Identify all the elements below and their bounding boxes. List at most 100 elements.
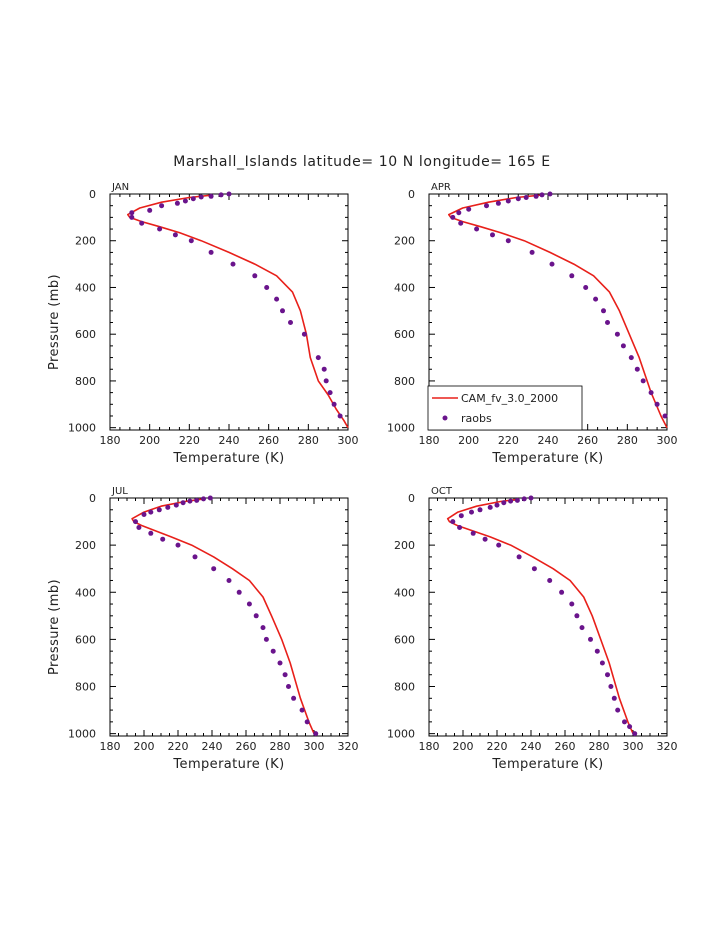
data-point-raobs xyxy=(654,401,660,407)
data-point-raobs xyxy=(246,601,252,607)
data-point-raobs xyxy=(450,519,456,525)
y-tick-label: 800 xyxy=(75,681,96,694)
plot-frame xyxy=(109,193,349,431)
data-point-raobs xyxy=(574,613,580,619)
data-point-raobs xyxy=(323,378,329,384)
data-point-raobs xyxy=(321,366,327,372)
figure-title: Marshall_Islands latitude= 10 N longitud… xyxy=(173,154,550,170)
data-point-raobs xyxy=(474,226,480,232)
y-tick-label: 1000 xyxy=(68,728,96,741)
y-tick-label: 400 xyxy=(394,281,415,294)
x-tick-label: 280 xyxy=(589,740,610,753)
data-point-raobs xyxy=(208,249,214,255)
data-point-raobs xyxy=(148,509,154,515)
data-point-raobs xyxy=(450,214,456,220)
data-point-raobs xyxy=(301,331,307,337)
data-point-raobs xyxy=(622,719,627,725)
y-tick-label: 600 xyxy=(394,328,415,341)
data-point-raobs xyxy=(230,261,236,267)
data-point-raobs xyxy=(260,625,266,631)
data-point-raobs xyxy=(470,530,476,536)
data-point-raobs xyxy=(165,504,171,510)
x-tick-label: 260 xyxy=(577,434,598,447)
x-tick-label: 280 xyxy=(298,434,319,447)
data-point-raobs xyxy=(226,578,232,583)
legend-point-swatch xyxy=(442,415,448,421)
y-tick-label: 200 xyxy=(394,235,415,248)
y-axis-label: Pressure (mb) xyxy=(47,274,62,370)
data-point-raobs xyxy=(588,636,593,642)
data-point-raobs xyxy=(253,613,259,619)
x-tick-label: 240 xyxy=(219,434,240,447)
legend-box xyxy=(427,385,583,431)
data-point-raobs xyxy=(175,542,181,548)
x-axis-label: Temperature (K) xyxy=(491,757,603,772)
panel-label-jul: JUL xyxy=(111,486,128,497)
x-tick-label: 200 xyxy=(453,740,474,753)
data-point-raobs xyxy=(331,401,337,407)
panel-jul: JUL 180 200 220 240 260 280 300 320 0 200 400 600 800… xyxy=(47,486,359,772)
data-point-raobs xyxy=(482,536,488,542)
data-point-raobs xyxy=(457,525,463,530)
x-tick-label: 300 xyxy=(338,434,359,447)
legend-entry-model: CAM_fv_3.0_2000 xyxy=(461,392,558,405)
data-point-raobs xyxy=(304,719,310,725)
x-tick-label: 320 xyxy=(338,740,359,753)
y-tick-label: 1000 xyxy=(387,728,415,741)
data-point-raobs xyxy=(182,198,188,204)
data-point-raobs xyxy=(264,285,270,290)
x-tick-label: 220 xyxy=(498,434,519,447)
data-point-raobs xyxy=(337,413,343,419)
data-point-raobs xyxy=(263,636,269,642)
y-tick-label: 400 xyxy=(394,586,415,599)
data-point-raobs xyxy=(496,542,502,548)
data-point-raobs xyxy=(490,232,495,238)
data-point-raobs xyxy=(521,496,527,502)
data-point-raobs xyxy=(514,497,520,503)
x-tick-label: 220 xyxy=(179,434,200,447)
y-axis-label: Pressure (mb) xyxy=(47,579,62,675)
x-tick-label: 300 xyxy=(657,434,678,447)
x-tick-label: 280 xyxy=(270,740,291,753)
data-point-raobs xyxy=(620,343,626,349)
panel-apr: APR 180 200 220 240 260 280 300 0 200 400 600 800 100… xyxy=(387,182,678,466)
data-point-raobs xyxy=(286,684,291,689)
x-tick-label: 180 xyxy=(419,740,440,753)
x-tick-label: 260 xyxy=(555,740,576,753)
y-tick-label: 0 xyxy=(408,492,415,505)
data-point-raobs xyxy=(547,578,553,583)
data-point-raobs xyxy=(627,724,633,730)
data-point-raobs xyxy=(133,519,138,525)
data-point-raobs xyxy=(208,193,214,199)
data-point-raobs xyxy=(313,731,319,737)
data-point-raobs xyxy=(528,495,534,501)
data-point-raobs xyxy=(608,684,614,689)
data-point-raobs xyxy=(274,296,280,302)
x-axis-label: Temperature (K) xyxy=(172,451,284,466)
y-tick-label: 1000 xyxy=(387,422,415,435)
data-point-raobs xyxy=(201,496,206,502)
x-axis-label: Temperature (K) xyxy=(491,451,603,466)
data-point-raobs xyxy=(533,193,539,199)
data-point-raobs xyxy=(252,273,258,279)
data-point-raobs xyxy=(456,210,462,216)
data-point-raobs xyxy=(136,525,142,530)
y-tick-label: 400 xyxy=(75,281,96,294)
data-point-raobs xyxy=(614,331,620,337)
x-tick-label: 220 xyxy=(487,740,508,753)
data-point-raobs xyxy=(549,261,555,267)
data-point-raobs xyxy=(634,366,640,372)
data-point-raobs xyxy=(192,554,198,560)
x-tick-label: 300 xyxy=(304,740,325,753)
x-tick-label: 200 xyxy=(139,434,160,447)
data-point-raobs xyxy=(508,498,514,504)
panel-jan: JAN 180 200 220 240 260 280 300 0 200 400 600 800 100… xyxy=(47,182,359,466)
data-point-raobs xyxy=(172,232,178,238)
data-point-raobs xyxy=(466,206,472,212)
data-point-raobs xyxy=(516,554,522,560)
data-point-raobs xyxy=(601,308,606,314)
data-point-raobs xyxy=(147,207,153,213)
data-point-raobs xyxy=(270,648,276,654)
data-point-raobs xyxy=(615,707,621,713)
data-point-raobs xyxy=(515,196,521,202)
